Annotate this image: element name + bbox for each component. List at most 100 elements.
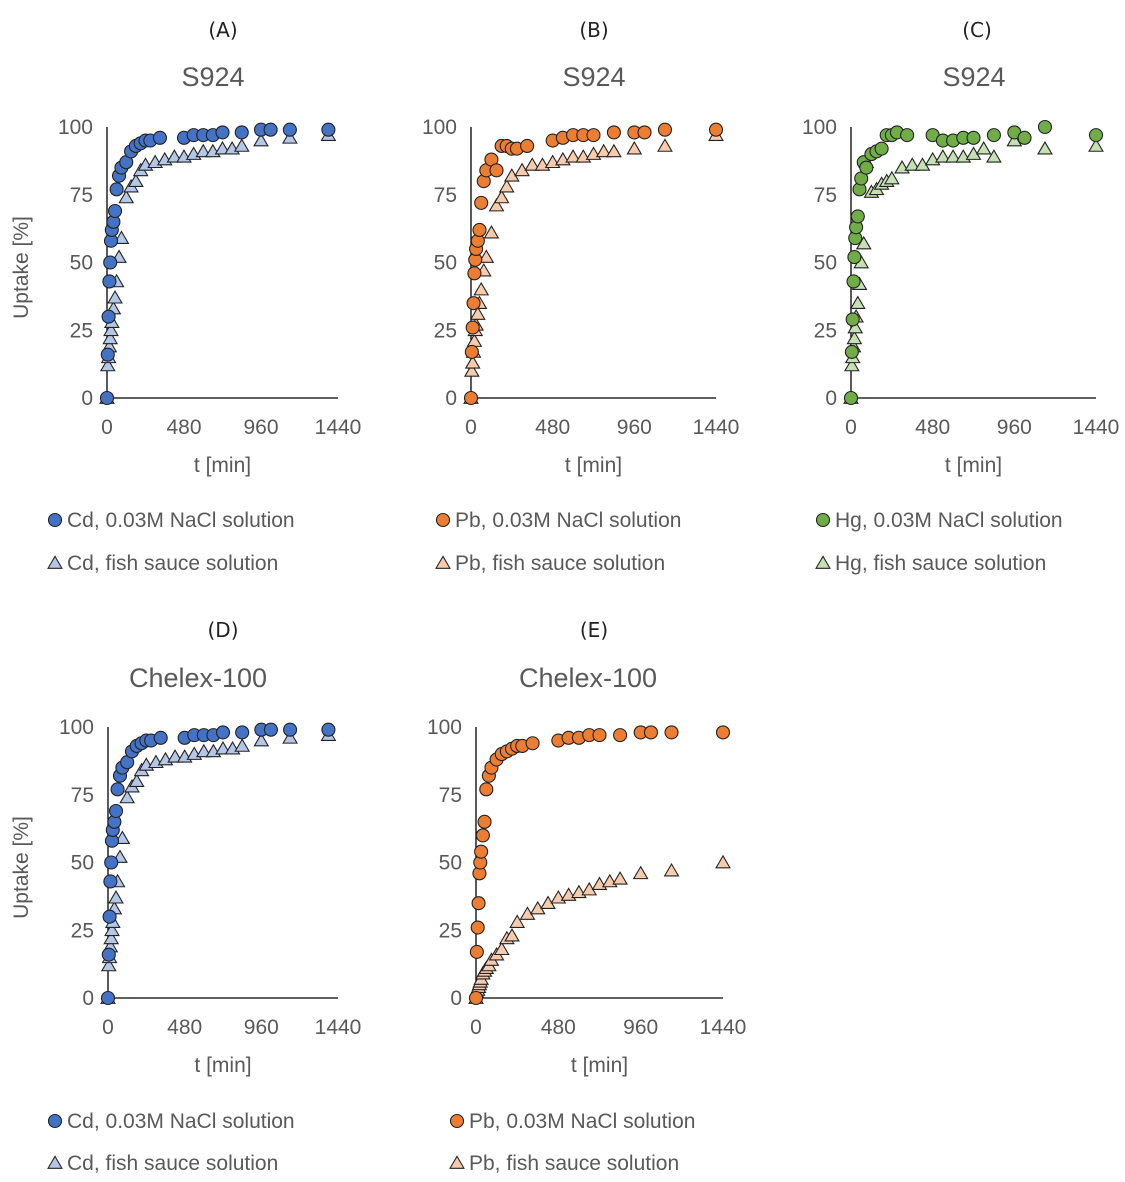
data-point-triangle [975,140,992,155]
data-point-triangle [127,173,144,188]
x-tick-label: 480 [166,416,201,439]
y-tick-label: 50 [434,252,457,275]
data-point-circle [321,722,336,737]
legend-marker-triangle [449,1155,465,1169]
data-point-circle [475,828,490,843]
data-point-circle [474,844,489,859]
y-tick-label: 0 [825,387,837,410]
y-tick-label: 75 [70,184,93,207]
y-tick-label: 25 [439,919,462,942]
data-point-triangle [846,330,863,345]
data-point-circle [100,990,116,1006]
data-point-triangle [843,357,860,372]
data-point-triangle [612,871,628,885]
chart-title: S924 [181,62,244,92]
y-tick-label: 75 [814,184,837,207]
data-point-circle [470,920,485,935]
data-point-circle [844,344,859,359]
legend-marker-circle [47,512,63,528]
data-point-circle [103,874,118,889]
y-tick-label: 50 [71,852,94,875]
data-point-triangle [849,295,866,309]
data-point-circle [586,128,601,143]
data-point-circle [477,814,492,829]
y-tick-label: 100 [59,716,94,739]
data-point-circle [103,255,118,270]
y-tick-label: 100 [58,116,93,139]
data-point-circle [152,130,167,145]
legend-marker-triangle [435,555,451,569]
data-point-triangle [478,249,495,263]
data-point-triangle [488,197,505,212]
data-point-triangle [509,914,526,928]
data-point-circle [715,725,731,740]
legend-label: Hg, fish sauce solution [835,552,1046,575]
data-point-circle [465,320,480,335]
y-tick-label: 0 [82,987,94,1010]
data-point-circle [234,125,249,140]
data-point-triangle [657,138,673,152]
data-point-triangle [104,922,120,937]
data-point-circle [1088,128,1104,143]
x-tick-label: 0 [470,1016,482,1039]
x-tick-label: 960 [997,416,1032,439]
data-point-triangle [100,957,117,972]
data-point-circle [468,990,484,1006]
panel-letter: (E) [580,618,608,642]
legend-label: Cd, 0.03M NaCl solution [67,1110,295,1133]
chart-title: S924 [562,62,625,92]
data-point-triangle [215,740,231,755]
data-point-circle [101,309,116,324]
legend-label: Hg, 0.03M NaCl solution [835,509,1063,532]
y-tick-label: 75 [439,784,462,807]
data-point-circle [463,390,479,406]
data-point-triangle [493,941,510,956]
data-point-triangle [606,143,622,158]
panel-letter: (C) [962,18,992,42]
data-point-triangle [464,355,481,369]
y-tick-label: 50 [439,852,462,875]
data-point-circle [1037,119,1053,135]
data-point-circle [986,128,1001,143]
chart-panel-b: (B) S924 0 25 50 75 100 0 480 960 1440 t [min] Pb, 0… [422,18,739,575]
data-point-circle [283,722,298,737]
y-tick-label: 25 [71,919,94,942]
data-point-triangle [626,140,643,155]
data-point-circle [263,722,278,737]
data-point-triangle [103,322,119,337]
x-tick-label: 480 [535,416,570,439]
data-point-triangle [282,730,298,744]
y-tick-label: 50 [70,252,93,275]
y-tick-label: 100 [427,716,462,739]
x-axis-title: t [min] [571,1054,628,1077]
data-point-circle [845,312,860,327]
y-axis-title: Uptake [%] [10,816,33,919]
legend-label: Cd, 0.03M NaCl solution [67,509,295,532]
legend-label: Cd, fish sauce solution [67,1152,278,1175]
y-tick-label: 50 [814,252,837,275]
x-tick-label: 1440 [700,1016,747,1039]
data-point-circle [592,728,607,743]
x-axis-title: t [min] [194,454,251,477]
x-tick-label: 1440 [315,416,362,439]
data-point-circle [471,896,486,911]
data-point-triangle [463,363,480,377]
panel-letter: (D) [207,618,238,642]
data-point-triangle [663,862,680,877]
data-point-triangle [1088,138,1104,152]
legend-marker-circle [47,1113,63,1129]
y-tick-label: 25 [814,319,837,342]
panel-letter: (B) [579,18,608,42]
data-point-triangle [119,789,136,804]
data-point-circle [235,725,250,740]
data-point-circle [469,944,484,959]
chart-title: Chelex-100 [519,663,657,693]
x-tick-label: 0 [465,416,477,439]
data-point-circle [110,782,125,797]
data-point-triangle [986,149,1002,163]
data-point-circle [966,130,981,145]
data-point-triangle [233,138,250,152]
x-tick-label: 480 [541,1016,576,1039]
x-axis-title: t [min] [194,1054,251,1077]
